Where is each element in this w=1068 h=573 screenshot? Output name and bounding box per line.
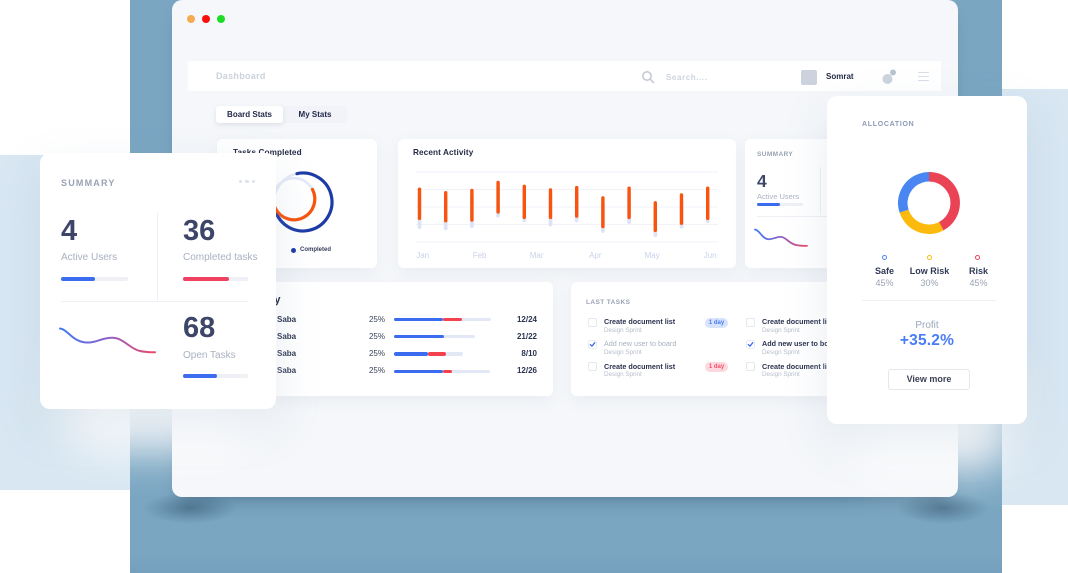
- svg-text:Jan: Jan: [416, 251, 429, 260]
- svg-text:May: May: [645, 251, 660, 260]
- svg-text:Feb: Feb: [473, 251, 487, 260]
- svg-text:Jun: Jun: [704, 251, 717, 260]
- svg-text:Mar: Mar: [530, 251, 544, 260]
- svg-text:Apr: Apr: [589, 251, 602, 260]
